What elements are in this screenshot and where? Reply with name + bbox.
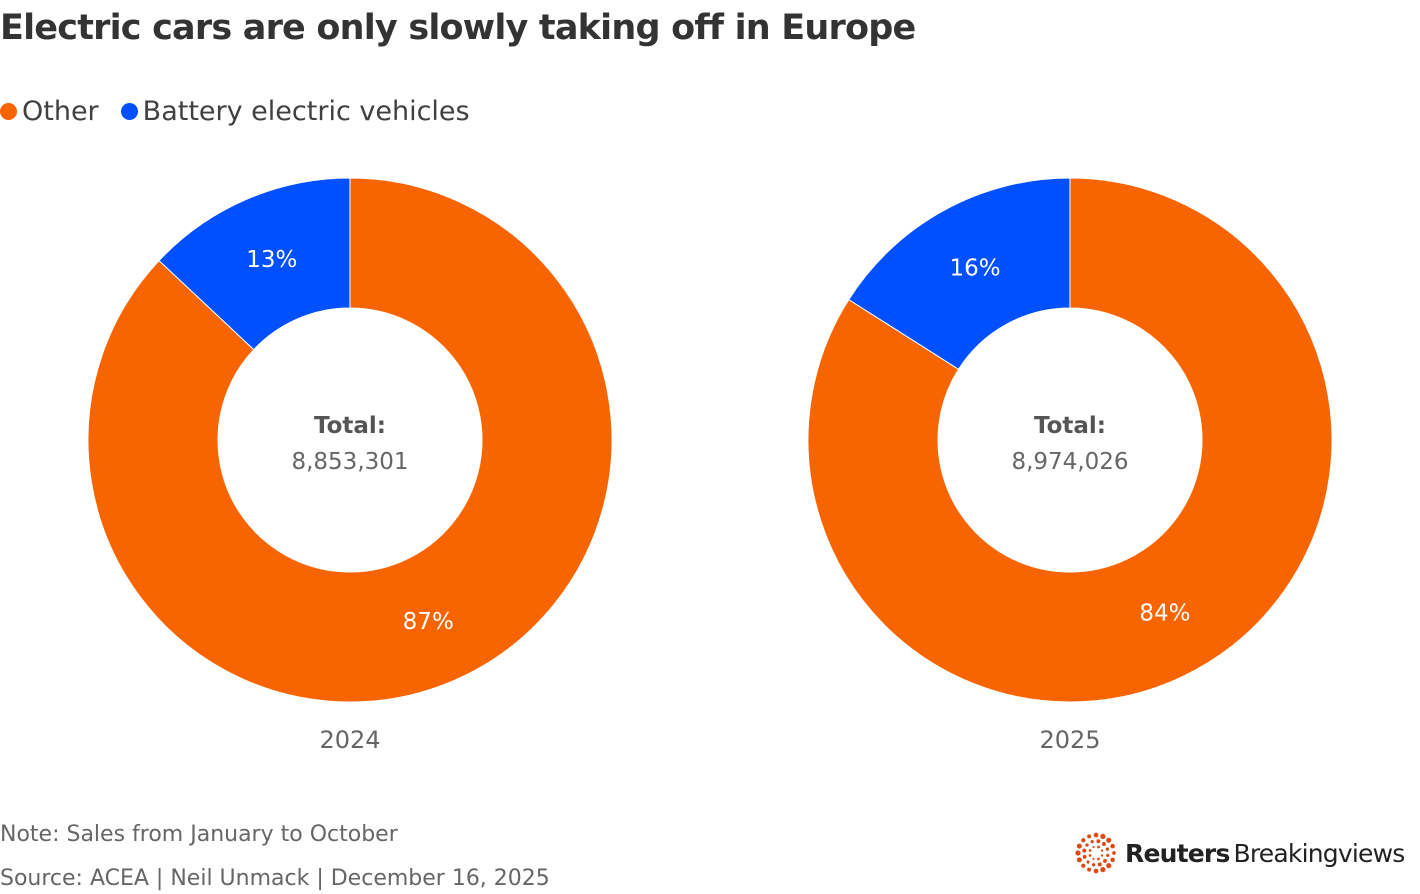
logo-dot [1088, 854, 1092, 857]
logo-dot [1100, 867, 1106, 873]
logo-dot [1091, 863, 1096, 867]
logo-dot [1100, 854, 1104, 857]
reuters-logo-icon [1075, 832, 1116, 874]
logo-dot [1087, 834, 1092, 839]
logo-dot [1112, 851, 1116, 855]
logo-dot [1088, 849, 1092, 852]
logo-dot [1075, 850, 1081, 856]
logo-dot [1100, 849, 1104, 852]
logo-dot [1106, 863, 1112, 869]
logo-brand: Reuters [1125, 838, 1230, 868]
legend-label-bev: Battery electric vehicles [142, 96, 470, 127]
donut-slice-2024-0 [87, 177, 613, 703]
logo-dot [1106, 837, 1112, 843]
logo-dot [1086, 860, 1090, 864]
logo-dot [1082, 848, 1087, 853]
slice-label: 87% [403, 609, 454, 635]
center-total-label: Total: [1034, 413, 1106, 439]
chart-title: Electric cars are only slowly taking off… [0, 8, 916, 48]
logo-dot [1101, 842, 1106, 846]
legend-swatch-bev [120, 103, 138, 120]
logo-dot [1092, 857, 1095, 861]
logo-product: Breakingviews [1233, 838, 1406, 868]
footnote: Note: Sales from January to October [0, 822, 398, 847]
slice-label: 13% [246, 247, 297, 273]
logo-dot [1082, 854, 1087, 859]
reuters-breakingviews-logo: Reuters Breakingviews [1075, 832, 1406, 874]
slice-label: 16% [950, 255, 1001, 281]
logo-dot [1087, 867, 1092, 872]
legend-label-other: Other [22, 96, 99, 127]
center-total-value: 8,853,301 [291, 449, 408, 475]
legend: Other Battery electric vehicles [0, 96, 492, 127]
logo-dot [1090, 840, 1094, 844]
logo-dot [1097, 857, 1100, 861]
legend-item-other: Other [0, 96, 99, 127]
logo-dot [1093, 868, 1099, 874]
legend-item-bev: Battery electric vehicles [120, 96, 470, 127]
source-line: Source: ACEA | Neil Unmack | December 16… [0, 866, 550, 891]
category-label: 2025 [1039, 726, 1100, 754]
logo-dot [1093, 832, 1099, 838]
logo-dot [1085, 843, 1089, 847]
logo-dot [1076, 843, 1082, 849]
logo-dot [1076, 857, 1082, 863]
logo-dot [1097, 845, 1100, 849]
logo-dot [1097, 862, 1102, 867]
donut-slice-2024-1 [158, 177, 351, 351]
donut-slice-2025-0 [807, 177, 1333, 703]
logo-dot [1106, 853, 1110, 857]
logo-dot [1103, 859, 1107, 863]
category-label: 2024 [319, 726, 380, 754]
logo-dot [1081, 863, 1086, 868]
legend-swatch-other [0, 103, 17, 120]
logo-dot [1105, 847, 1110, 851]
center-total-label: Total: [314, 413, 386, 439]
logo-dot [1096, 839, 1101, 844]
logo-dot [1081, 838, 1086, 843]
logo-dot [1110, 843, 1115, 849]
logo-dot [1092, 845, 1095, 849]
logo-dot [1100, 833, 1106, 839]
slice-label: 84% [1139, 601, 1190, 627]
center-total-value: 8,974,026 [1011, 449, 1128, 475]
donut-slice-2025-1 [848, 177, 1071, 370]
logo-dot [1110, 857, 1115, 863]
